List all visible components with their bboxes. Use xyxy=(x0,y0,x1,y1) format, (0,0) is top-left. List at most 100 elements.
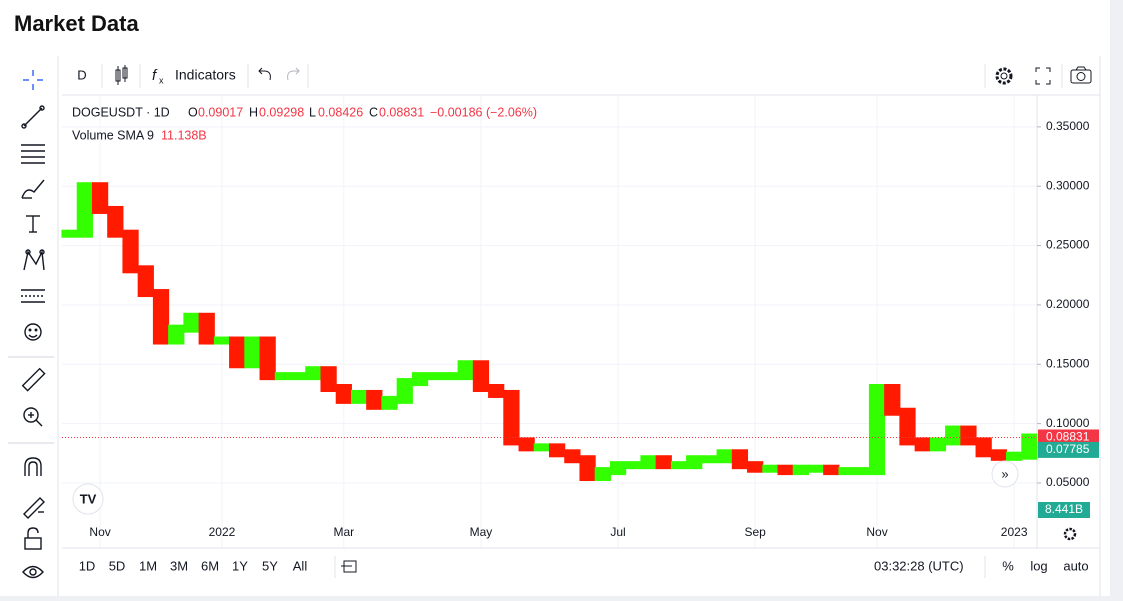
tradingview-logo: TV xyxy=(72,483,104,515)
candle xyxy=(244,336,261,369)
candle xyxy=(457,360,474,381)
svg-text:TV: TV xyxy=(80,491,97,506)
candle xyxy=(366,389,383,410)
lock-tool[interactable] xyxy=(24,527,42,550)
brush-tool[interactable] xyxy=(21,179,45,199)
x-tick-label: May xyxy=(470,525,493,539)
range-button[interactable]: 5D xyxy=(109,558,126,573)
candle xyxy=(975,437,992,458)
x-tick-label: 2022 xyxy=(209,525,236,539)
snapshot-button[interactable] xyxy=(1070,66,1092,84)
header: Market Data xyxy=(0,0,1110,50)
goto-date-button[interactable] xyxy=(341,560,357,573)
pattern-tool[interactable] xyxy=(23,249,45,271)
x-tick-label: Sep xyxy=(744,525,766,539)
bottom-gutter xyxy=(0,596,1123,601)
candle xyxy=(168,324,185,345)
scroll-to-latest-button[interactable]: » xyxy=(991,460,1019,488)
candle xyxy=(335,384,352,404)
volume-value: 11.138B xyxy=(161,128,207,142)
legend-open: 0.09017 xyxy=(198,105,243,119)
plot-area: 0.05000 0.10000 0.15000 0.20000 0.25000 0.300… xyxy=(61,96,1099,548)
measure-tool[interactable] xyxy=(21,367,46,392)
candle xyxy=(472,360,490,393)
zoom-tool[interactable] xyxy=(23,407,43,427)
candle xyxy=(945,425,962,446)
visibility-tool[interactable] xyxy=(22,565,44,579)
axis-settings-button[interactable] xyxy=(1063,527,1077,541)
candle xyxy=(670,461,688,470)
interval-button[interactable]: D xyxy=(77,67,86,82)
legend-change: −0.00186 (−2.06%) xyxy=(430,105,537,119)
range-button[interactable]: 1Y xyxy=(232,558,248,573)
fullscreen-button[interactable] xyxy=(1035,67,1051,85)
volume-label: 8.441B xyxy=(1045,502,1083,516)
legend-open-label: O xyxy=(188,105,198,119)
x-tick-label: Mar xyxy=(334,525,355,539)
y-tick-label: 0.35000 xyxy=(1046,119,1090,133)
candle xyxy=(914,437,931,452)
candle xyxy=(488,384,505,398)
icon-tool[interactable] xyxy=(24,323,42,341)
candle xyxy=(899,407,916,446)
chart-widget: D f x Indicators 0.050000.100000.150000.… xyxy=(8,56,1101,596)
candle xyxy=(442,372,459,381)
candle xyxy=(838,467,855,476)
candle xyxy=(213,336,231,345)
candle xyxy=(152,289,170,345)
crosshair-tool[interactable] xyxy=(23,70,43,90)
indicators-icon: f xyxy=(152,67,158,84)
page-title: Market Data xyxy=(14,11,139,36)
text-tool[interactable] xyxy=(26,215,40,233)
candle xyxy=(884,384,901,416)
candle xyxy=(1021,433,1038,460)
sma-price-label: 0.07785 xyxy=(1046,442,1090,456)
indicators-button[interactable]: Indicators xyxy=(175,67,236,83)
volume-name: Volume SMA 9 xyxy=(72,128,154,142)
clock: 03:32:28 (UTC) xyxy=(874,558,964,573)
y-tick-label: 0.20000 xyxy=(1046,297,1090,311)
y-tick-label: 0.25000 xyxy=(1046,238,1090,252)
lock-drawing-tool[interactable] xyxy=(23,497,45,519)
range-button[interactable]: All xyxy=(293,558,308,573)
candle xyxy=(122,229,139,274)
range-button[interactable]: 1D xyxy=(79,558,96,573)
candle xyxy=(868,384,886,476)
magnet-tool[interactable] xyxy=(24,457,42,476)
prediction-tool[interactable] xyxy=(21,289,45,303)
legend-close-label: C xyxy=(369,105,378,119)
candle xyxy=(960,425,977,446)
settings-button[interactable] xyxy=(995,67,1013,85)
bottom-bar: 1D 5D 1M 3M 6M 1Y 5Y All 03:32:28 (UTC)% log auto xyxy=(79,558,1089,573)
candle xyxy=(990,449,1008,461)
chart-type-button[interactable] xyxy=(115,65,128,85)
range-button[interactable]: 6M xyxy=(201,558,219,573)
legend-high-label: H xyxy=(249,105,258,119)
trend-line-tool[interactable] xyxy=(21,105,45,129)
candle xyxy=(640,455,657,470)
candle xyxy=(1006,451,1023,461)
indicators-icon-sub: x xyxy=(159,75,164,85)
redo-button[interactable] xyxy=(287,67,300,81)
auto-button[interactable]: auto xyxy=(1063,558,1088,573)
percent-button[interactable]: % xyxy=(1002,558,1014,573)
last-price-tag xyxy=(1038,429,1099,446)
undo-button[interactable] xyxy=(258,67,271,81)
range-button[interactable]: 3M xyxy=(170,558,188,573)
candle xyxy=(777,464,794,476)
log-button[interactable]: log xyxy=(1030,558,1047,573)
fib-tool[interactable] xyxy=(21,144,45,164)
volume-tag xyxy=(1038,502,1090,518)
range-button[interactable]: 5Y xyxy=(262,558,278,573)
candle xyxy=(792,464,809,476)
candle xyxy=(686,455,703,470)
candle xyxy=(609,461,627,476)
range-button[interactable]: 1M xyxy=(139,558,157,573)
legend-low-label: L xyxy=(309,105,316,119)
sma-price-tag xyxy=(1038,441,1099,458)
y-tick-label: 0.10000 xyxy=(1046,416,1090,430)
candle xyxy=(381,395,398,410)
candle xyxy=(716,449,733,464)
candle xyxy=(762,464,779,473)
x-tick-label: 2023 xyxy=(1001,525,1028,539)
